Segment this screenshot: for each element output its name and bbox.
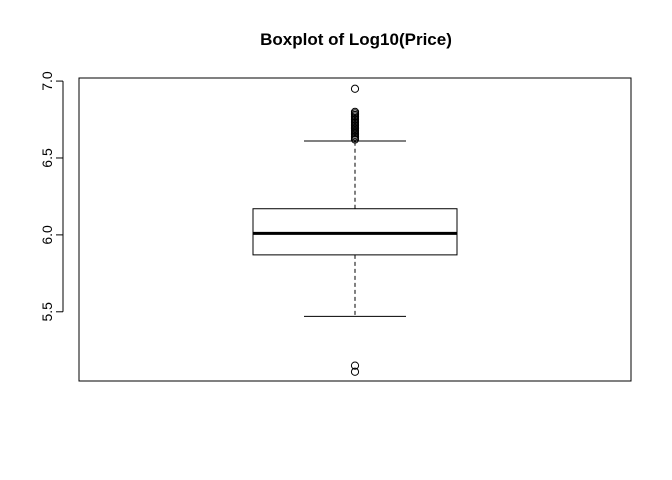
plot-frame xyxy=(78,77,632,382)
y-tick-label: 7.0 xyxy=(39,71,55,91)
outlier-point xyxy=(350,107,360,116)
y-tick-label: 6.0 xyxy=(39,225,55,245)
y-tick-label: 6.5 xyxy=(39,148,55,168)
interquartile-box xyxy=(252,208,458,256)
chart-title: Boxplot of Log10(Price) xyxy=(260,30,452,49)
outlier-point xyxy=(350,367,360,376)
outliers xyxy=(350,84,360,376)
outlier-point xyxy=(350,361,360,370)
y-axis: 5.5 6.0 6.5 7.0 xyxy=(39,71,64,322)
box-plot xyxy=(252,140,458,317)
y-tick-label: 5.5 xyxy=(39,302,55,322)
outlier-point xyxy=(350,84,360,93)
